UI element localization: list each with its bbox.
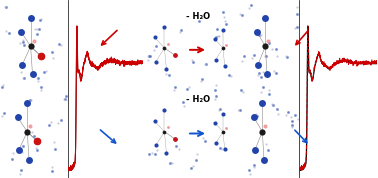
Text: - H₂O: - H₂O [186, 12, 211, 20]
Text: - H₂O: - H₂O [186, 95, 211, 104]
